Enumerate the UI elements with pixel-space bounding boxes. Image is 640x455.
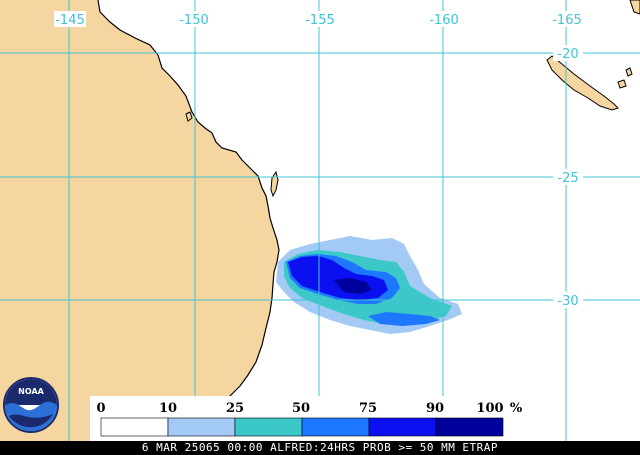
noaa-logo-text: NOAA <box>18 387 44 396</box>
legend-threshold: 75 <box>359 401 377 416</box>
lon-label: -155 <box>305 13 335 28</box>
land-islet <box>185 111 193 122</box>
color-legend: 0 10 25 50 75 90 100 % <box>90 396 530 441</box>
legend-swatch <box>368 417 437 437</box>
lat-label: -20 <box>557 47 578 62</box>
noaa-logo: NOAA <box>3 377 59 433</box>
legend-swatches <box>100 417 504 437</box>
legend-threshold: 0 <box>96 401 105 416</box>
footer-caption: 6 MAR 25065 00:00 ALFRED:24HRS PROB >= 5… <box>0 441 640 455</box>
coastline <box>97 0 280 442</box>
land-island-east <box>270 170 279 198</box>
legend-swatch <box>167 417 236 437</box>
longitude-labels: -145 -150 -155 -160 -165 <box>54 11 585 28</box>
lon-label: -165 <box>552 13 582 28</box>
lon-label: -150 <box>179 13 209 28</box>
land-loyalty-island-2 <box>625 67 633 77</box>
legend-swatch <box>435 417 504 437</box>
land-loyalty-island <box>617 79 627 89</box>
lat-label: -30 <box>557 294 578 309</box>
lat-lon-grid <box>0 0 640 441</box>
land-east-edge <box>629 0 640 15</box>
legend-threshold: 100 <box>476 401 503 416</box>
legend-threshold: 90 <box>426 401 444 416</box>
lat-label: -25 <box>557 171 578 186</box>
latitude-labels: -20 -25 -30 <box>553 45 583 309</box>
legend-threshold: 10 <box>159 401 177 416</box>
lon-label: -145 <box>55 13 85 28</box>
legend-swatch <box>100 417 169 437</box>
legend-unit: % <box>510 401 523 416</box>
legend-threshold: 50 <box>292 401 310 416</box>
prob-90-100 <box>334 278 372 294</box>
land-australia <box>0 0 279 441</box>
lon-label: -160 <box>429 13 459 28</box>
probability-shading <box>276 236 462 334</box>
legend-swatch <box>301 417 370 437</box>
legend-swatch <box>234 417 303 437</box>
legend-threshold: 25 <box>226 401 244 416</box>
